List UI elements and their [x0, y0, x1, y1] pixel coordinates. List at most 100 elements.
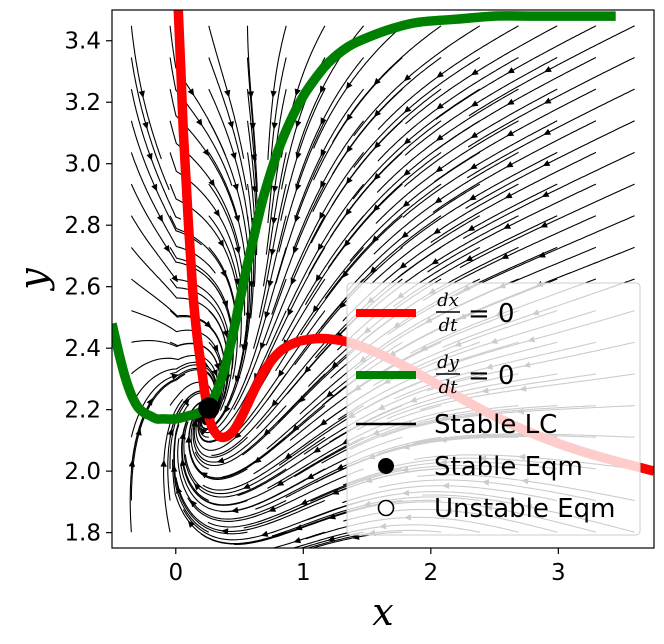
streamline-arrowhead	[345, 81, 353, 90]
legend-dxdt-numerator: dx	[437, 290, 459, 311]
y-tick-label: 3.4	[64, 29, 101, 55]
streamline-arrowhead	[403, 105, 412, 113]
streamline-arrowhead	[433, 227, 441, 235]
streamline-arrowhead	[468, 194, 477, 201]
streamline-arrowhead	[264, 311, 271, 319]
streamline-arrowhead	[331, 361, 339, 369]
streamline-arrowhead	[319, 211, 326, 220]
streamline-arrowhead	[212, 344, 219, 353]
x-axis-label: x	[372, 590, 393, 634]
streamline-arrowhead	[182, 398, 190, 406]
dydt-nullcline	[112, 11, 616, 424]
streamline-arrowhead	[541, 191, 550, 197]
streamline-arrowhead	[216, 457, 225, 464]
streamline-arrowhead	[276, 479, 285, 486]
streamline-arrowhead	[436, 134, 444, 141]
streamline-arrowhead	[312, 305, 320, 313]
streamline-arrowhead	[543, 128, 551, 135]
streamline-arrowhead	[138, 90, 145, 99]
x-tick-label: 2	[424, 560, 439, 586]
streamline-arrowhead	[293, 537, 301, 544]
streamline-arrowhead	[151, 183, 158, 192]
streamline-arrowhead	[187, 88, 195, 96]
legend-stable-eqm-label: Stable Eqm	[434, 452, 583, 482]
streamline-arrowhead	[320, 85, 326, 94]
streamline-arrowhead	[208, 179, 215, 187]
streamline-arrowhead	[211, 369, 218, 377]
streamline-arrowhead	[260, 530, 269, 537]
streamline-arrowhead	[436, 71, 444, 78]
streamline-arrowhead	[294, 88, 301, 97]
streamline-arrowhead	[435, 165, 444, 173]
streamline-arrowhead	[233, 215, 241, 223]
streamline-arrowhead	[467, 224, 476, 232]
streamline-arrowhead	[374, 109, 382, 117]
streamline-arrowhead	[222, 330, 229, 338]
streamline-arrowhead	[193, 483, 201, 491]
streamline-arrowhead	[346, 113, 353, 122]
legend-stable-eqm-marker	[378, 458, 394, 474]
streamline-arrowhead	[401, 231, 409, 239]
streamline-arrowhead	[372, 204, 381, 212]
streamline-arrowhead	[271, 185, 279, 193]
streamline-arrowhead	[506, 98, 515, 105]
streamline-arrowhead	[142, 121, 149, 130]
y-tick-label: 2.4	[64, 336, 101, 362]
streamline-arrowhead	[156, 214, 163, 223]
streamline-arrowhead	[471, 68, 479, 76]
y-tick-label: 2.2	[64, 398, 101, 424]
streamline-arrowhead	[278, 369, 285, 378]
streamline-arrowhead	[402, 200, 411, 208]
streamline-arrowhead	[263, 428, 271, 436]
streamline-arrowhead	[287, 308, 294, 317]
streamline-arrowhead	[543, 97, 552, 104]
streamline-arrowhead	[271, 399, 279, 407]
streamline-arrowhead	[345, 208, 352, 216]
streamline-arrowhead	[227, 121, 234, 129]
x-axis-ticks: 0 1 2 3	[168, 548, 566, 586]
streamline-arrowhead	[501, 253, 509, 259]
streamline-arrowhead	[234, 246, 241, 255]
streamline-arrowhead	[371, 235, 379, 243]
streamline-arrowhead	[306, 473, 315, 480]
streamline-arrowhead	[505, 161, 514, 168]
streamline-arrowhead	[292, 424, 300, 432]
streamline-arrowhead	[202, 148, 210, 157]
streamline-arrowhead	[259, 342, 266, 350]
streamline-arrowhead	[267, 280, 274, 288]
streamline-arrowhead	[465, 255, 474, 262]
x-tick-label: 3	[551, 560, 566, 586]
x-tick-label: 0	[168, 560, 183, 586]
legend: dx dt = 0 dy dt = 0 Stable LC Stable Eqm…	[346, 282, 641, 536]
streamline-arrowhead	[320, 149, 327, 157]
streamline-arrowhead	[399, 261, 407, 269]
streamline-arrowhead	[373, 172, 381, 181]
legend-dxdt-denominator: dt	[439, 315, 459, 336]
streamline-arrowhead	[190, 499, 198, 508]
plot-frame	[111, 9, 655, 549]
streamline-arrowhead	[270, 90, 277, 98]
streamline-arrowhead	[171, 373, 179, 380]
streamline-arrowhead	[313, 446, 321, 453]
stable-equilibrium-point	[198, 397, 220, 419]
streamline-arrowhead	[369, 266, 378, 274]
streamline-arrowhead	[295, 151, 302, 160]
streamline-arrowhead	[315, 274, 322, 282]
streamline-arrowhead	[373, 77, 381, 86]
y-tick-label: 2.0	[64, 459, 101, 485]
streamline-arrowhead	[344, 239, 351, 247]
streamline-arrowhead	[544, 66, 552, 73]
streamline-arrowhead	[327, 535, 335, 542]
streamline-arrowhead	[234, 431, 242, 439]
streamline-arrowhead	[342, 270, 349, 278]
streamline-arrowhead	[199, 427, 207, 435]
streamline-arrowhead	[540, 221, 548, 228]
streamline-arrowhead	[320, 180, 327, 189]
y-axis-label: y	[11, 268, 55, 292]
streamline-arrowhead	[328, 513, 336, 520]
streamline-arrowhead	[247, 91, 254, 99]
streamline-arrowhead	[503, 222, 511, 229]
streamline-arrowhead	[269, 248, 276, 257]
y-tick-label: 3.2	[64, 90, 101, 116]
